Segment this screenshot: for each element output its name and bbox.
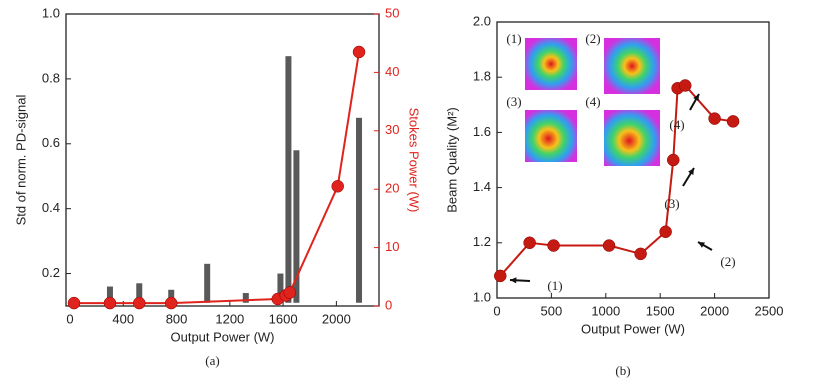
y-tick-label: 1.2 <box>473 234 491 249</box>
series-line <box>74 52 359 303</box>
x-tick-label: 800 <box>166 311 188 326</box>
y-tick-label: 1.8 <box>473 69 491 84</box>
x-tick-label: 2500 <box>755 303 784 318</box>
annotation: (2) <box>720 254 735 269</box>
data-point <box>353 46 365 58</box>
x-tick-label: 1000 <box>591 303 620 318</box>
y-tick-label: 0.2 <box>42 265 60 280</box>
x-tick-label: 1500 <box>646 303 675 318</box>
y-tick-label: 1.0 <box>42 5 60 20</box>
x-tick-label: 400 <box>112 311 134 326</box>
data-point <box>635 248 647 260</box>
data-point <box>68 297 80 309</box>
data-point <box>524 237 536 249</box>
scatter-cloud <box>285 56 291 303</box>
data-point <box>133 297 145 309</box>
y-tick-label: 1.6 <box>473 124 491 139</box>
data-point <box>660 226 672 238</box>
annotation: (4) <box>669 117 684 132</box>
y2-tick-label: 20 <box>385 181 399 196</box>
inset-label: (2) <box>585 31 600 46</box>
y2-tick-label: 50 <box>385 5 399 20</box>
inset-label: (1) <box>506 31 521 46</box>
y2-tick-label: 10 <box>385 239 399 254</box>
data-point <box>667 154 679 166</box>
inset-label: (4) <box>585 94 600 109</box>
y-tick-label: 2.0 <box>473 13 491 28</box>
data-point <box>284 287 296 299</box>
y-tick-label: 1.4 <box>473 179 491 194</box>
data-point <box>494 270 506 282</box>
y2-tick-label: 0 <box>385 297 392 312</box>
y-tick-label: 0.4 <box>42 200 60 215</box>
y-tick-label: 1.0 <box>473 289 491 304</box>
data-point <box>603 240 615 252</box>
data-point <box>104 297 116 309</box>
annotation: (3) <box>664 196 679 211</box>
x-tick-label: 1600 <box>269 311 298 326</box>
x-axis-label: Output Power (W) <box>170 329 274 344</box>
x-tick-label: 0 <box>66 311 73 326</box>
scatter-cloud <box>204 264 210 303</box>
data-point <box>332 180 344 192</box>
arrow-head <box>510 277 516 283</box>
y-axis-label: Std of norm. PD-signal <box>13 95 28 226</box>
figure: 04008001200160020000.20.40.60.81.0010203… <box>0 0 821 384</box>
y-tick-label: 0.6 <box>42 135 60 150</box>
data-point <box>548 240 560 252</box>
x-axis-label: Output Power (W) <box>581 321 685 336</box>
caption: (a) <box>205 353 219 368</box>
data-point <box>165 297 177 309</box>
data-point <box>727 115 739 127</box>
y2-tick-label: 40 <box>385 64 399 79</box>
plot-frame <box>66 14 379 306</box>
x-tick-label: 1200 <box>215 311 244 326</box>
x-tick-label: 2000 <box>322 311 351 326</box>
caption: (b) <box>615 363 630 378</box>
data-point <box>679 79 691 91</box>
y-tick-label: 0.8 <box>42 70 60 85</box>
y2-axis-label: Stokes Power (W) <box>407 108 422 213</box>
scatter-cloud <box>356 118 362 303</box>
x-tick-label: 2000 <box>700 303 729 318</box>
y-axis-label: Beam Quality (M²) <box>444 107 459 212</box>
y2-tick-label: 30 <box>385 122 399 137</box>
data-point <box>709 113 721 125</box>
x-tick-label: 0 <box>493 303 500 318</box>
annotation: (1) <box>547 278 562 293</box>
x-tick-label: 500 <box>541 303 563 318</box>
inset-label: (3) <box>506 94 521 109</box>
